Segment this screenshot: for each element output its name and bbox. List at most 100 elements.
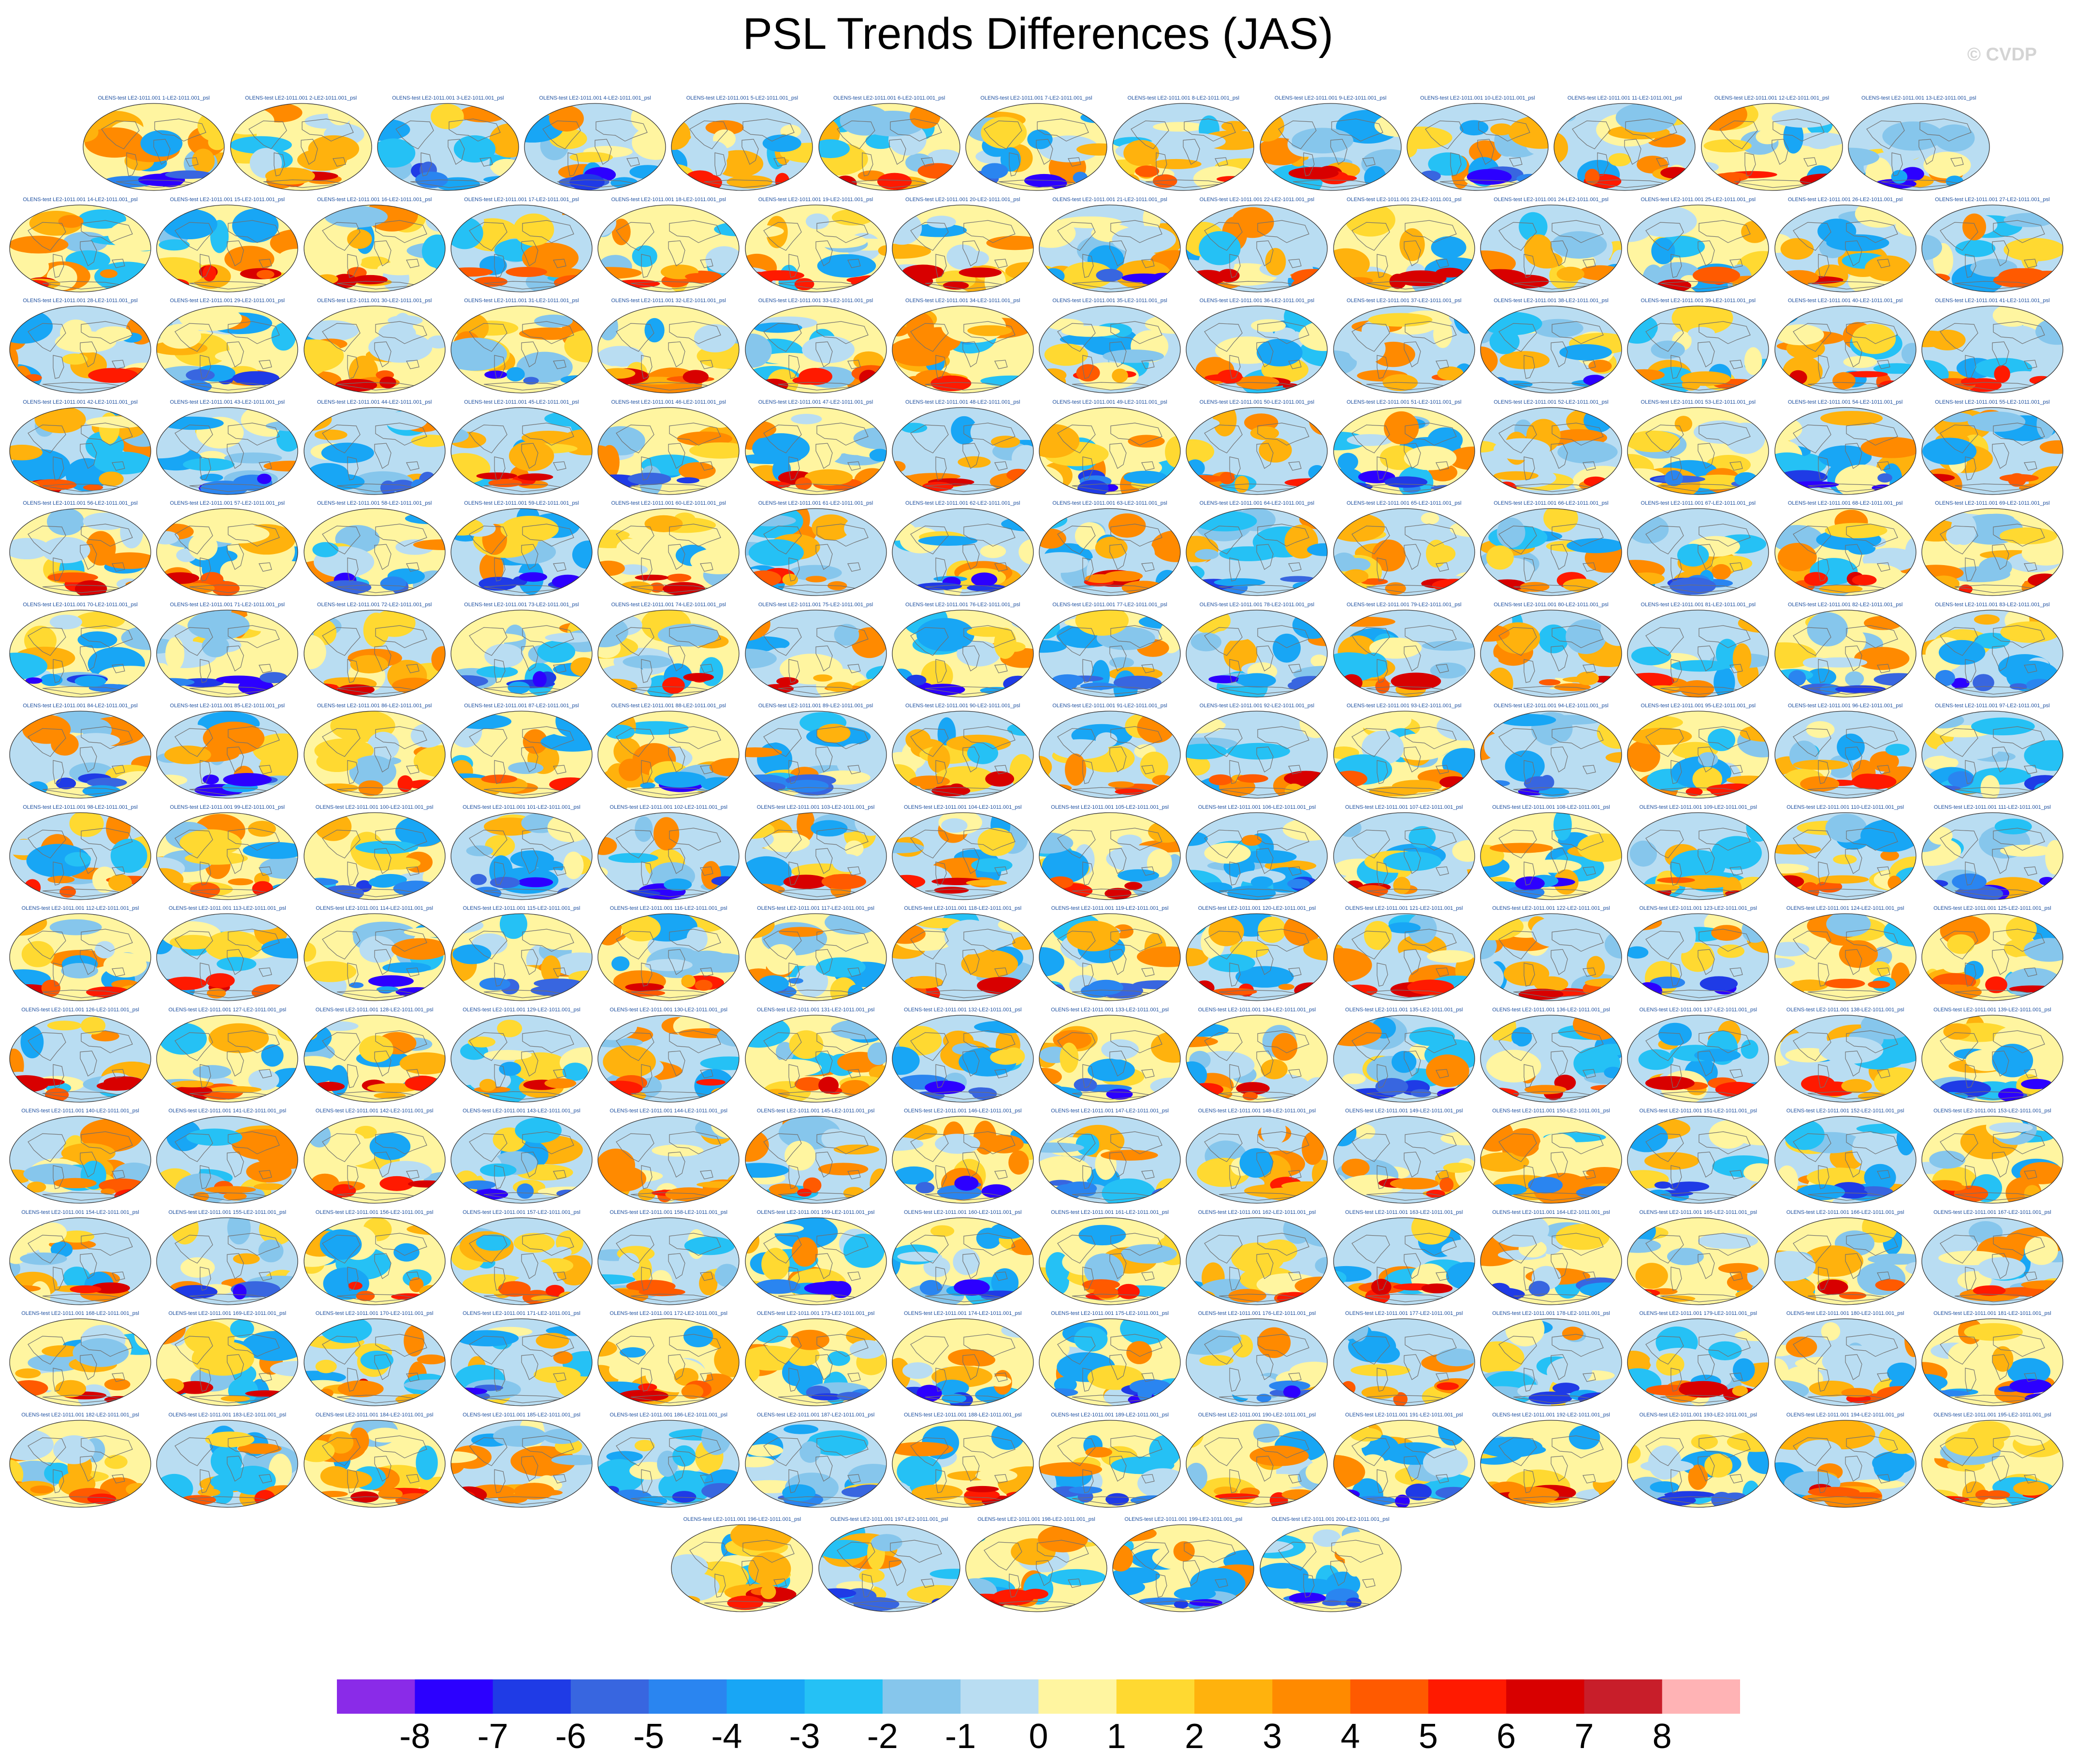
colorbar-tick-label: -3 [789, 1717, 820, 1756]
colorbar-tick-label: 5 [1418, 1717, 1438, 1756]
panel-title: OLENS-test LE2-1011.001 8-LE2-1011.001_p… [1127, 95, 1239, 101]
map-panel: OLENS-test LE2-1011.001 114-LE2-1011.001… [303, 905, 446, 1002]
map-panel: OLENS-test LE2-1011.001 18-LE2-1011.001_… [597, 196, 740, 293]
map-panel: OLENS-test LE2-1011.001 59-LE2-1011.001_… [450, 500, 593, 597]
map-panel: OLENS-test LE2-1011.001 121-LE2-1011.001… [1333, 905, 1476, 1002]
map-panel: OLENS-test LE2-1011.001 9-LE2-1011.001_p… [1259, 95, 1402, 191]
colorbar-box [726, 1679, 805, 1714]
map-field [744, 609, 887, 698]
map-field [1333, 812, 1475, 900]
map-field [303, 1014, 446, 1103]
map-field [1627, 204, 1769, 292]
map-panel: OLENS-test LE2-1011.001 144-LE2-1011.001… [597, 1108, 740, 1204]
map-panel: OLENS-test LE2-1011.001 92-LE2-1011.001_… [1185, 702, 1328, 799]
map-panel: OLENS-test LE2-1011.001 62-LE2-1011.001_… [891, 500, 1034, 597]
map-field [1480, 1116, 1622, 1204]
panel-title: OLENS-test LE2-1011.001 46-LE2-1011.001_… [611, 399, 726, 405]
panel-title: OLENS-test LE2-1011.001 33-LE2-1011.001_… [758, 298, 873, 304]
map-field [9, 204, 151, 292]
map-field [1186, 508, 1328, 596]
panel-title: OLENS-test LE2-1011.001 99-LE2-1011.001_… [170, 804, 285, 810]
map-panel: OLENS-test LE2-1011.001 161-LE2-1011.001… [1038, 1209, 1181, 1306]
map-field [303, 1318, 446, 1406]
map-field [1627, 1217, 1769, 1305]
panel-title: OLENS-test LE2-1011.001 152-LE2-1011.001… [1786, 1108, 1904, 1114]
map-field [597, 812, 740, 900]
map-panel: OLENS-test LE2-1011.001 162-LE2-1011.001… [1185, 1209, 1328, 1306]
map-field [9, 306, 151, 394]
map-panel: OLENS-test LE2-1011.001 185-LE2-1011.001… [450, 1412, 593, 1508]
map-field [303, 1419, 446, 1508]
map-panel: OLENS-test LE2-1011.001 95-LE2-1011.001_… [1626, 702, 1770, 799]
map-field [303, 1116, 446, 1204]
panel-title: OLENS-test LE2-1011.001 138-LE2-1011.001… [1786, 1006, 1904, 1013]
map-field [1333, 204, 1475, 292]
map-panel: OLENS-test LE2-1011.001 128-LE2-1011.001… [303, 1006, 446, 1103]
map-panel: OLENS-test LE2-1011.001 19-LE2-1011.001_… [744, 196, 887, 293]
panel-title: OLENS-test LE2-1011.001 181-LE2-1011.001… [1933, 1311, 2051, 1316]
panel-title: OLENS-test LE2-1011.001 72-LE2-1011.001_… [317, 601, 432, 608]
map-panel: OLENS-test LE2-1011.001 101-LE2-1011.001… [450, 804, 593, 901]
map-field [83, 103, 225, 191]
map-panel: OLENS-test LE2-1011.001 108-LE2-1011.001… [1480, 804, 1623, 901]
map-panel: OLENS-test LE2-1011.001 11-LE2-1011.001_… [1553, 95, 1696, 191]
map-field [9, 711, 151, 799]
panel-title: OLENS-test LE2-1011.001 98-LE2-1011.001_… [23, 804, 138, 810]
map-field [1480, 204, 1622, 292]
map-panel: OLENS-test LE2-1011.001 32-LE2-1011.001_… [597, 297, 740, 394]
panel-title: OLENS-test LE2-1011.001 51-LE2-1011.001_… [1346, 399, 1462, 405]
panel-title: OLENS-test LE2-1011.001 37-LE2-1011.001_… [1346, 298, 1462, 304]
map-panel: OLENS-test LE2-1011.001 38-LE2-1011.001_… [1480, 297, 1623, 394]
colorbar-tick-label: 2 [1185, 1717, 1205, 1756]
map-panel: OLENS-test LE2-1011.001 13-LE2-1011.001_… [1847, 95, 1990, 191]
panel-title: OLENS-test LE2-1011.001 180-LE2-1011.001… [1786, 1311, 1904, 1316]
map-field [1921, 609, 2063, 698]
panel-title: OLENS-test LE2-1011.001 105-LE2-1011.001… [1051, 804, 1169, 810]
colorbar-box [570, 1679, 649, 1714]
panel-title: OLENS-test LE2-1011.001 75-LE2-1011.001_… [758, 601, 873, 608]
map-field [1333, 508, 1475, 596]
map-field [156, 1217, 298, 1305]
map-field [1921, 407, 2063, 495]
map-panel: OLENS-test LE2-1011.001 132-LE2-1011.001… [891, 1006, 1034, 1103]
panel-title: OLENS-test LE2-1011.001 90-LE2-1011.001_… [905, 703, 1020, 709]
panel-title: OLENS-test LE2-1011.001 40-LE2-1011.001_… [1787, 298, 1903, 304]
map-field [597, 204, 740, 292]
map-panel: OLENS-test LE2-1011.001 4-LE2-1011.001_p… [523, 95, 667, 191]
panel-title: OLENS-test LE2-1011.001 128-LE2-1011.001… [315, 1006, 434, 1013]
map-field [450, 1116, 593, 1204]
map-field [1921, 1217, 2063, 1305]
map-panel: OLENS-test LE2-1011.001 186-LE2-1011.001… [597, 1412, 740, 1508]
panel-title: OLENS-test LE2-1011.001 130-LE2-1011.001… [610, 1006, 727, 1013]
map-panel: OLENS-test LE2-1011.001 28-LE2-1011.001_… [9, 297, 152, 394]
panel-title: OLENS-test LE2-1011.001 67-LE2-1011.001_… [1640, 500, 1756, 506]
map-field [450, 306, 593, 394]
map-panel: OLENS-test LE2-1011.001 122-LE2-1011.001… [1480, 905, 1623, 1002]
panel-title: OLENS-test LE2-1011.001 169-LE2-1011.001… [168, 1311, 287, 1316]
panel-title: OLENS-test LE2-1011.001 117-LE2-1011.001… [757, 905, 874, 911]
panel-title: OLENS-test LE2-1011.001 92-LE2-1011.001_… [1199, 703, 1315, 709]
panel-title: OLENS-test LE2-1011.001 107-LE2-1011.001… [1345, 804, 1463, 810]
panel-title: OLENS-test LE2-1011.001 62-LE2-1011.001_… [905, 500, 1020, 506]
map-field [1921, 1116, 2063, 1204]
colorbar-tick-label: 7 [1574, 1717, 1594, 1756]
colorbar-box [1350, 1679, 1429, 1714]
map-panel: OLENS-test LE2-1011.001 80-LE2-1011.001_… [1480, 601, 1623, 698]
panel-title: OLENS-test LE2-1011.001 155-LE2-1011.001… [168, 1209, 287, 1215]
panel-title: OLENS-test LE2-1011.001 153-LE2-1011.001… [1933, 1108, 2051, 1114]
figure-title: PSL Trends Differences (JAS) [742, 9, 1334, 58]
map-field [1921, 711, 2063, 799]
map-panel: OLENS-test LE2-1011.001 23-LE2-1011.001_… [1333, 196, 1476, 293]
map-field [1333, 1318, 1475, 1406]
map-panel: OLENS-test LE2-1011.001 66-LE2-1011.001_… [1480, 500, 1623, 597]
map-panel: OLENS-test LE2-1011.001 91-LE2-1011.001_… [1038, 702, 1181, 799]
cvdp-watermark: © CVDP [1967, 44, 2037, 65]
map-field [303, 1217, 446, 1305]
panel-title: OLENS-test LE2-1011.001 191-LE2-1011.001… [1345, 1412, 1463, 1418]
panel-title: OLENS-test LE2-1011.001 194-LE2-1011.001… [1786, 1412, 1904, 1418]
map-panel: OLENS-test LE2-1011.001 154-LE2-1011.001… [9, 1209, 152, 1306]
panel-title: OLENS-test LE2-1011.001 122-LE2-1011.001… [1492, 905, 1610, 911]
panel-title: OLENS-test LE2-1011.001 21-LE2-1011.001_… [1052, 196, 1167, 203]
map-panel: OLENS-test LE2-1011.001 194-LE2-1011.001… [1774, 1412, 1917, 1508]
map-field [892, 913, 1034, 1001]
